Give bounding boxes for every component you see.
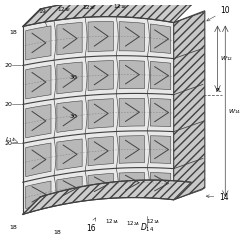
Text: $12_{1B}$: $12_{1B}$: [113, 2, 127, 11]
Polygon shape: [57, 176, 82, 201]
Text: 30: 30: [70, 75, 77, 80]
Polygon shape: [174, 11, 205, 200]
Text: $W_{14}$: $W_{14}$: [228, 107, 242, 116]
Text: $12_{2B}$: $12_{2B}$: [82, 3, 96, 12]
Polygon shape: [23, 0, 191, 27]
Polygon shape: [119, 173, 144, 193]
Polygon shape: [150, 61, 171, 90]
Polygon shape: [23, 56, 174, 104]
Text: 18: 18: [53, 230, 61, 235]
Polygon shape: [150, 173, 171, 195]
Polygon shape: [88, 99, 113, 129]
Polygon shape: [119, 61, 144, 89]
Text: 10: 10: [207, 6, 230, 21]
Text: 18: 18: [9, 30, 17, 35]
Polygon shape: [119, 22, 144, 51]
Polygon shape: [150, 24, 171, 53]
Text: $12_{2A}$: $12_{2A}$: [126, 219, 140, 228]
Polygon shape: [150, 136, 171, 163]
Text: $D_{14}$: $D_{14}$: [140, 222, 154, 234]
Polygon shape: [26, 26, 51, 60]
Polygon shape: [119, 136, 144, 163]
Polygon shape: [119, 98, 144, 126]
Polygon shape: [57, 62, 82, 94]
Polygon shape: [88, 61, 113, 91]
Text: 20: 20: [4, 63, 12, 68]
Polygon shape: [88, 21, 113, 52]
Polygon shape: [23, 93, 174, 143]
Polygon shape: [26, 104, 51, 138]
Text: $12_{3B}$: $12_{3B}$: [57, 5, 71, 14]
Text: $W_{12}$: $W_{12}$: [220, 54, 234, 63]
Polygon shape: [88, 136, 113, 166]
Text: 20: 20: [4, 141, 12, 146]
Text: 14: 14: [206, 193, 229, 202]
Polygon shape: [23, 168, 174, 214]
Text: $12_{3A}$: $12_{3A}$: [106, 217, 119, 226]
Text: $L_{14}$: $L_{14}$: [5, 135, 16, 144]
Polygon shape: [57, 139, 82, 170]
Text: PL: PL: [216, 88, 222, 93]
Polygon shape: [57, 22, 82, 55]
Text: 18: 18: [9, 225, 17, 230]
Text: $12_{1A}$: $12_{1A}$: [146, 217, 160, 226]
Text: 16: 16: [86, 218, 96, 233]
Polygon shape: [23, 17, 174, 65]
Polygon shape: [26, 65, 51, 99]
Text: 19: 19: [38, 9, 46, 14]
Polygon shape: [23, 131, 174, 182]
Polygon shape: [26, 181, 51, 209]
Polygon shape: [23, 180, 191, 214]
Polygon shape: [150, 99, 171, 127]
Polygon shape: [57, 101, 82, 132]
Text: 30: 30: [70, 114, 77, 119]
Text: 20: 20: [4, 102, 12, 107]
Polygon shape: [88, 173, 113, 195]
Polygon shape: [26, 143, 51, 177]
